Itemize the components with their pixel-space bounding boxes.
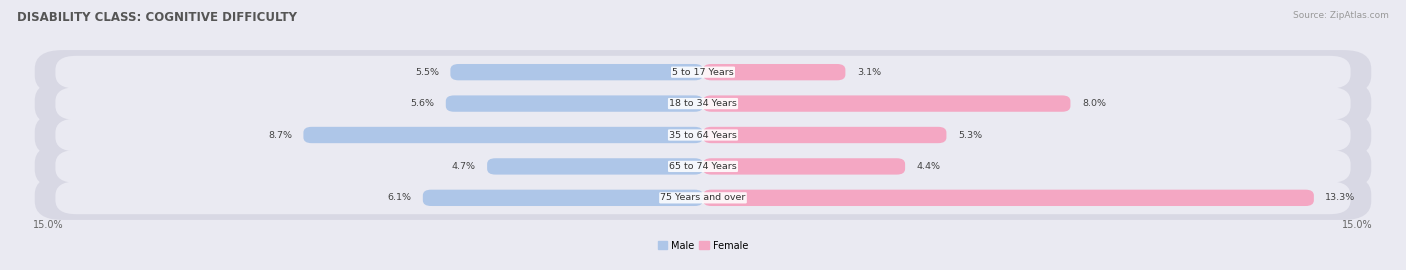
- Text: DISABILITY CLASS: COGNITIVE DIFFICULTY: DISABILITY CLASS: COGNITIVE DIFFICULTY: [17, 11, 297, 24]
- FancyBboxPatch shape: [35, 50, 1371, 94]
- Text: 8.0%: 8.0%: [1083, 99, 1107, 108]
- FancyBboxPatch shape: [35, 113, 1371, 157]
- Text: 8.7%: 8.7%: [269, 130, 292, 140]
- Text: 6.1%: 6.1%: [387, 193, 412, 202]
- FancyBboxPatch shape: [423, 190, 703, 206]
- FancyBboxPatch shape: [304, 127, 703, 143]
- FancyBboxPatch shape: [486, 158, 703, 175]
- Text: 5.5%: 5.5%: [415, 68, 439, 77]
- Text: 15.0%: 15.0%: [1341, 221, 1372, 231]
- Text: 13.3%: 13.3%: [1326, 193, 1355, 202]
- FancyBboxPatch shape: [703, 190, 1313, 206]
- FancyBboxPatch shape: [55, 87, 1351, 120]
- FancyBboxPatch shape: [703, 95, 1070, 112]
- FancyBboxPatch shape: [35, 82, 1371, 126]
- Text: 4.4%: 4.4%: [917, 162, 941, 171]
- FancyBboxPatch shape: [703, 64, 845, 80]
- FancyBboxPatch shape: [55, 119, 1351, 151]
- FancyBboxPatch shape: [35, 176, 1371, 220]
- FancyBboxPatch shape: [55, 56, 1351, 89]
- Text: Source: ZipAtlas.com: Source: ZipAtlas.com: [1294, 11, 1389, 20]
- Legend: Male, Female: Male, Female: [654, 237, 752, 255]
- FancyBboxPatch shape: [55, 181, 1351, 214]
- FancyBboxPatch shape: [35, 144, 1371, 188]
- FancyBboxPatch shape: [703, 158, 905, 175]
- Text: 4.7%: 4.7%: [451, 162, 475, 171]
- Text: 3.1%: 3.1%: [856, 68, 882, 77]
- Text: 15.0%: 15.0%: [34, 221, 65, 231]
- Text: 5 to 17 Years: 5 to 17 Years: [672, 68, 734, 77]
- Text: 65 to 74 Years: 65 to 74 Years: [669, 162, 737, 171]
- FancyBboxPatch shape: [55, 150, 1351, 183]
- Text: 5.6%: 5.6%: [411, 99, 434, 108]
- Text: 18 to 34 Years: 18 to 34 Years: [669, 99, 737, 108]
- FancyBboxPatch shape: [446, 95, 703, 112]
- Text: 35 to 64 Years: 35 to 64 Years: [669, 130, 737, 140]
- FancyBboxPatch shape: [703, 127, 946, 143]
- FancyBboxPatch shape: [450, 64, 703, 80]
- Text: 5.3%: 5.3%: [957, 130, 981, 140]
- Text: 75 Years and over: 75 Years and over: [661, 193, 745, 202]
